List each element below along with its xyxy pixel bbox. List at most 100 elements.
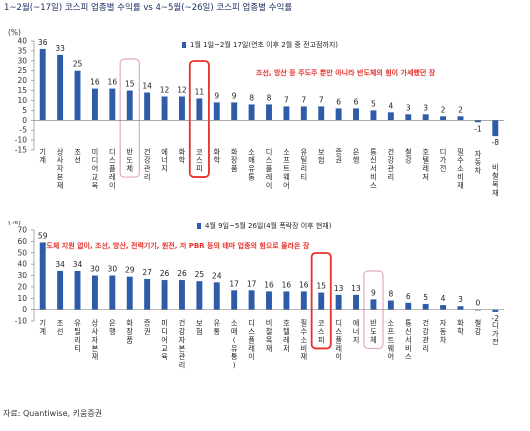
bar — [283, 291, 290, 310]
bar — [440, 116, 447, 121]
bar — [335, 108, 342, 121]
data-label: 8 — [249, 93, 254, 102]
unit-label: (%) — [8, 221, 21, 226]
bar — [196, 281, 203, 310]
data-label: 0 — [475, 299, 480, 308]
bar — [179, 96, 185, 121]
y-tick-label: 30 — [17, 271, 27, 280]
data-label: 2 — [441, 105, 446, 114]
data-label: -8 — [492, 138, 500, 147]
y-tick-label: 40 — [17, 37, 27, 46]
bar — [266, 291, 272, 310]
data-label: 34 — [73, 260, 83, 269]
y-tick-label: 20 — [17, 282, 27, 291]
data-label: 3 — [406, 103, 411, 112]
data-label: 30 — [90, 265, 100, 274]
data-label: 4 — [441, 294, 446, 303]
data-label: 3 — [423, 103, 428, 112]
y-tick-label: 35 — [17, 46, 27, 55]
y-tick-label: -10 — [15, 317, 27, 326]
data-label: 25 — [195, 270, 205, 279]
bar — [126, 276, 133, 310]
bar — [370, 110, 377, 121]
y-tick-label: 10 — [17, 294, 27, 303]
data-label: 24 — [212, 271, 222, 280]
bar — [213, 282, 220, 310]
y-tick-label: -10 — [15, 136, 27, 145]
data-label: 26 — [177, 269, 187, 278]
bar — [300, 106, 307, 121]
y-tick-label: 20 — [17, 76, 27, 85]
bar — [161, 96, 168, 121]
data-label: 26 — [160, 269, 170, 278]
data-label: 8 — [267, 93, 272, 102]
data-label: 7 — [319, 95, 324, 104]
bar — [283, 106, 290, 121]
bar — [387, 300, 394, 310]
data-label: 30 — [108, 265, 118, 274]
bar — [405, 114, 412, 121]
data-label: 27 — [142, 268, 152, 277]
data-label: 17 — [247, 279, 257, 288]
bar — [161, 280, 168, 310]
bar — [57, 270, 64, 310]
bar — [370, 299, 377, 310]
data-label: 25 — [73, 60, 83, 69]
data-label: 2 — [458, 105, 463, 114]
data-label: -2 — [492, 314, 500, 323]
bar — [39, 48, 46, 121]
bar — [266, 104, 272, 121]
source-note: 자료: Quantiwise, 키움증권 — [3, 409, 103, 418]
data-label: 12 — [177, 85, 187, 94]
data-label: 11 — [195, 87, 205, 96]
figure-title: 1~2월(~17일) 코스피 업종별 수익률 vs 4~5월(~26일) 코스피… — [4, 3, 293, 13]
data-label: 13 — [351, 284, 361, 293]
bar — [109, 88, 116, 121]
bar — [196, 98, 203, 121]
legend-label: 1월 1일~2월 17일(연초 이후 2월 중 전고점까지) — [190, 40, 338, 49]
bar — [457, 116, 464, 121]
y-tick-label: -5 — [20, 126, 28, 135]
bar — [213, 102, 220, 121]
highlight-box-kospi — [310, 252, 332, 350]
data-label: 4 — [388, 101, 393, 110]
data-label: 6 — [354, 97, 359, 106]
data-label: 6 — [406, 292, 411, 301]
bar — [109, 275, 116, 310]
data-label: 5 — [423, 293, 428, 302]
bar — [39, 242, 46, 310]
bar — [57, 54, 64, 121]
